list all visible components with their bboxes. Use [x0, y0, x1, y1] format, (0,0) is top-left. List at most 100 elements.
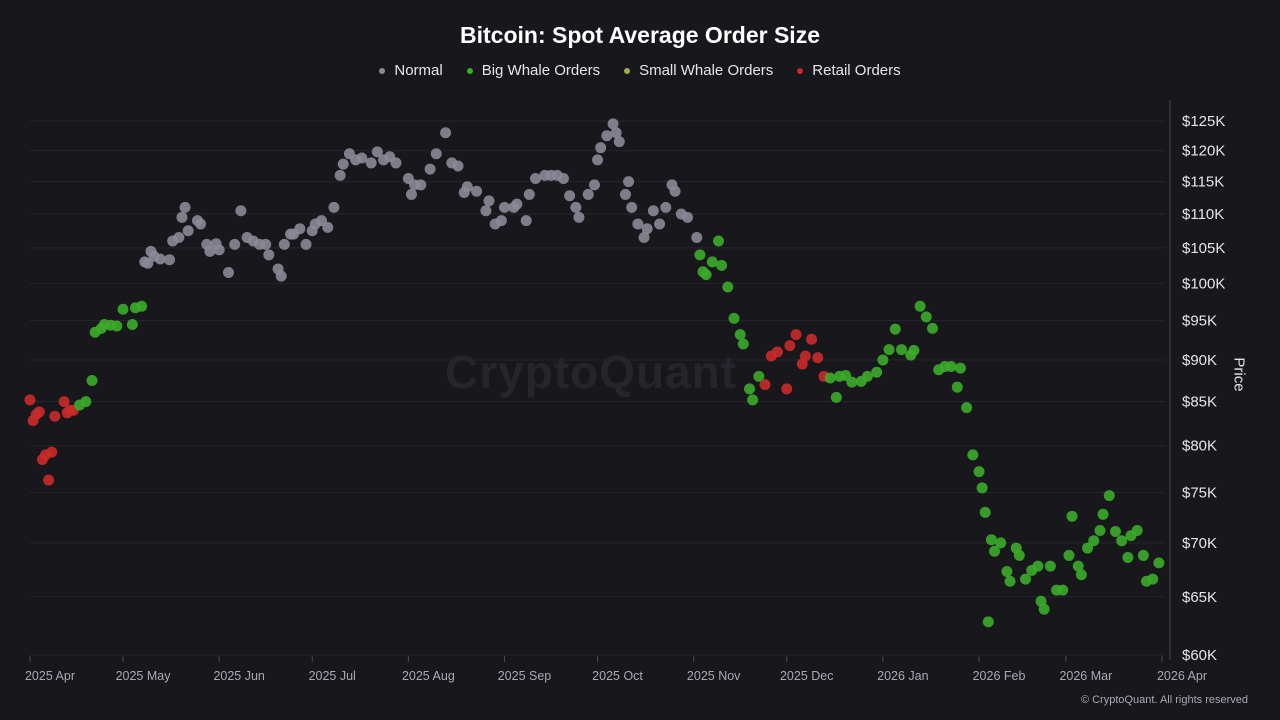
legend: Normal Big Whale Orders Small Whale Orde…: [0, 62, 1280, 79]
data-point-normal: [530, 173, 542, 185]
legend-item-small-whale[interactable]: Small Whale Orders: [624, 62, 773, 79]
data-point-big: [1013, 549, 1025, 561]
data-point-big: [1044, 560, 1056, 572]
copyright: © CryptoQuant. All rights reserved: [1080, 694, 1248, 706]
y-tick-label: $115K: [1182, 174, 1224, 191]
data-point-normal: [195, 218, 207, 230]
data-point-big: [1153, 557, 1165, 569]
data-point-big: [961, 402, 973, 414]
data-point-normal: [415, 179, 427, 191]
data-point-big: [728, 312, 740, 324]
data-point-big: [1066, 510, 1078, 522]
x-tick-label: 2025 Dec: [780, 669, 834, 683]
data-point-normal: [557, 173, 569, 185]
data-point-normal: [275, 270, 287, 282]
data-point-big: [1116, 535, 1128, 547]
x-tick-labels: 2025 Apr 2025 May 2025 Jun 2025 Jul 2025 Aug…: [25, 656, 1207, 683]
data-point-big: [744, 383, 756, 395]
data-point-big: [973, 466, 985, 478]
data-point-normal: [371, 146, 383, 158]
data-point-normal: [626, 201, 638, 213]
watermark: CryptoQuant: [445, 346, 738, 398]
data-point-retail: [784, 340, 796, 352]
data-point-big: [136, 300, 148, 312]
data-point-normal: [235, 205, 247, 217]
data-point-big: [1020, 573, 1032, 585]
data-point-normal: [294, 223, 306, 235]
data-point-normal: [213, 244, 225, 256]
data-point-normal: [660, 201, 672, 213]
data-point-big: [871, 366, 883, 378]
y-tick-label: $90K: [1182, 352, 1217, 369]
data-point-big: [1147, 573, 1159, 585]
data-point-normal: [229, 238, 241, 250]
y-tick-label: $120K: [1182, 143, 1225, 160]
data-point-normal: [632, 218, 644, 230]
data-point-big: [995, 537, 1007, 549]
x-tick-label: 2025 Oct: [592, 669, 643, 683]
data-point-big: [920, 311, 932, 323]
legend-item-retail[interactable]: Retail Orders: [797, 62, 901, 79]
data-point-big: [80, 396, 92, 408]
data-point-normal: [405, 188, 417, 200]
x-tick-label: 2025 May: [116, 669, 172, 683]
data-point-normal: [520, 215, 532, 227]
y-tick-label: $95K: [1182, 313, 1217, 330]
data-point-big: [883, 344, 895, 356]
data-point-big: [734, 329, 746, 341]
y-tick-label: $80K: [1182, 438, 1217, 455]
x-tick-label: 2025 Nov: [687, 669, 741, 683]
data-point-big: [1082, 542, 1094, 554]
data-point-big: [889, 323, 901, 335]
x-tick-label: 2025 Sep: [498, 669, 552, 683]
data-point-normal: [328, 201, 340, 213]
data-point-normal: [654, 218, 666, 230]
data-point-big: [824, 372, 836, 384]
data-point-big: [86, 374, 98, 386]
data-point-normal: [164, 254, 176, 266]
legend-label: Big Whale Orders: [481, 62, 601, 79]
data-point-normal: [222, 267, 234, 279]
data-point-normal: [260, 238, 272, 250]
data-point-big: [1131, 524, 1143, 536]
data-point-normal: [154, 253, 166, 265]
data-points: [24, 118, 1165, 628]
data-point-big: [753, 370, 765, 382]
data-point-normal: [356, 152, 368, 164]
data-point-big: [1088, 535, 1100, 547]
data-point-normal: [647, 205, 659, 217]
data-point-big: [737, 338, 749, 350]
y-tick-label: $105K: [1182, 240, 1225, 257]
data-point-retail: [799, 350, 811, 362]
data-point-normal: [582, 188, 594, 200]
data-point-retail: [46, 446, 58, 458]
x-tick-label: 2026 Feb: [973, 669, 1026, 683]
data-point-normal: [204, 245, 216, 257]
data-point-big: [1137, 549, 1149, 561]
y-tick-label: $70K: [1182, 535, 1217, 552]
data-point-big: [914, 300, 926, 312]
x-tick-label: 2026 Jan: [877, 669, 928, 683]
data-point-big: [1097, 508, 1109, 520]
data-point-big: [861, 370, 873, 382]
data-point-big: [846, 376, 858, 388]
data-point-normal: [619, 188, 631, 200]
data-point-normal: [461, 181, 473, 193]
legend-marker-icon: [624, 67, 631, 74]
data-point-big: [976, 482, 988, 494]
legend-label: Small Whale Orders: [639, 62, 774, 79]
data-point-normal: [570, 201, 582, 213]
data-point-big: [713, 235, 725, 247]
legend-item-big-whale[interactable]: Big Whale Orders: [466, 62, 601, 79]
data-point-normal: [365, 157, 377, 169]
data-point-big: [830, 391, 842, 403]
data-point-normal: [573, 211, 585, 223]
data-point-big: [716, 259, 728, 271]
data-point-big: [979, 506, 991, 518]
x-tick-label: 2025 Apr: [25, 669, 75, 683]
data-point-big: [954, 362, 966, 374]
data-point-normal: [182, 225, 194, 237]
data-point-big: [989, 545, 1001, 557]
legend-item-normal[interactable]: Normal: [379, 62, 443, 79]
data-point-normal: [278, 238, 290, 250]
